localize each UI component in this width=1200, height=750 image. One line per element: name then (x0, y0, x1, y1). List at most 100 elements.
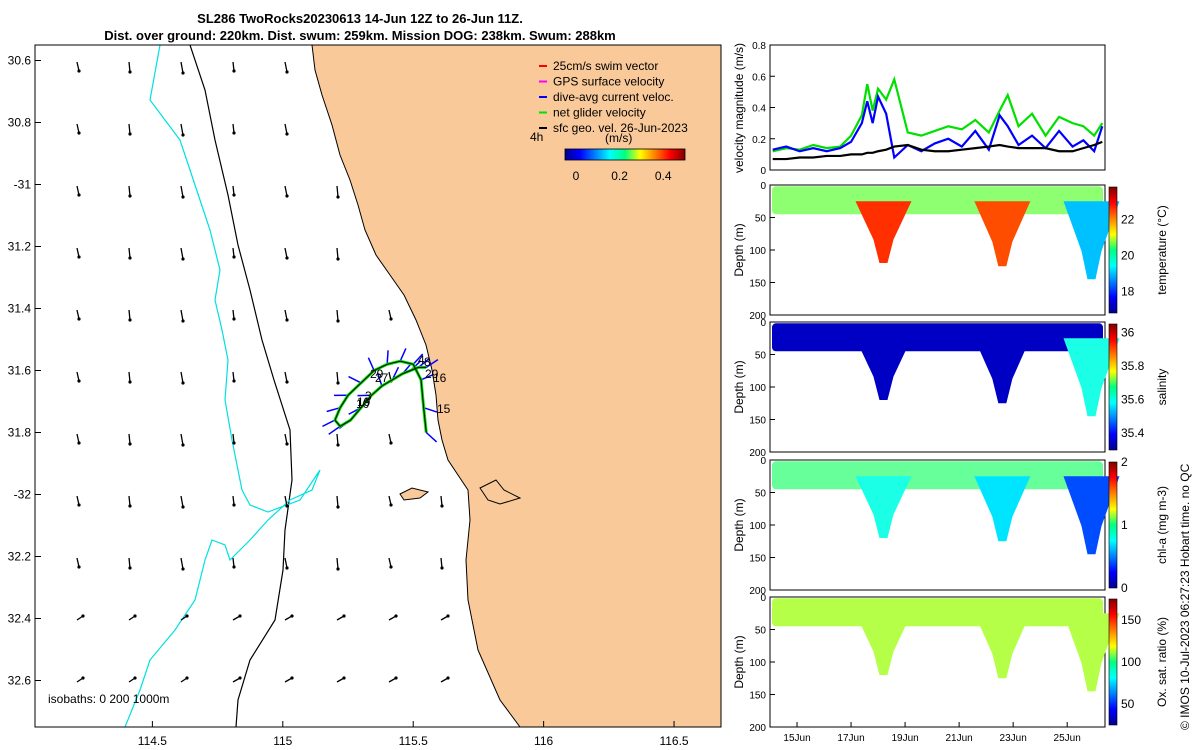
geo-arrow-head (77, 69, 81, 73)
geo-arrow-head (77, 503, 81, 507)
section-surface-band (772, 461, 1103, 490)
velocity-ytick-label: 0.2 (752, 135, 766, 146)
colorbar-tick-label: 0.2 (611, 169, 628, 183)
depth-tick-label: 200 (749, 448, 766, 459)
geo-arrow-head (181, 195, 185, 199)
date-tick-label: 23Jun (1000, 733, 1027, 744)
depth-axis-label: Depth (m) (732, 635, 746, 688)
geo-arrow (440, 495, 443, 507)
geo-arrow-head (128, 256, 132, 260)
map-ytick-label: 31.6 (8, 364, 32, 378)
depth-tick-label: 200 (749, 723, 766, 734)
section-dive-profile (1063, 338, 1120, 417)
geo-arrow (128, 309, 131, 321)
isobath-200 (189, 45, 293, 727)
geo-arrow (180, 309, 184, 322)
geo-arrow (284, 309, 288, 321)
geo-arrow (180, 371, 184, 384)
track-day-label: 20 (425, 367, 439, 381)
depth-tick-label: 0 (760, 593, 766, 604)
dive-avg-vector (367, 357, 375, 371)
geo-arrow-head (232, 503, 236, 507)
geo-arrow-head (232, 255, 236, 259)
colorbar-tick-label: 0 (573, 169, 580, 183)
geo-arrow (336, 433, 339, 446)
dive-avg-vector (399, 348, 407, 362)
geo-arrow-head (394, 614, 398, 618)
geo-arrow (440, 557, 443, 569)
geo-arrow-head (446, 676, 450, 680)
map-ytick-label: 31.8 (8, 426, 32, 440)
colorbar-tick-label: 35.8 (1121, 359, 1145, 373)
colorbar-tick-label: 18 (1121, 284, 1135, 298)
section-dive-profile (1063, 476, 1120, 555)
depth-tick-label: 150 (749, 554, 766, 565)
date-tick-label: 19Jun (891, 733, 918, 744)
glider-track-line (334, 360, 427, 433)
legend-entry: net glider velocity (553, 106, 646, 120)
geo-arrow-head (285, 504, 289, 508)
geo-arrow-head (285, 194, 289, 198)
geo-arrow-head (290, 676, 294, 680)
speed-colorbar (564, 148, 686, 161)
dive-avg-vector (348, 375, 362, 384)
colorbar-axis-label: chl-a (mg m-3) (1155, 486, 1169, 564)
depth-axis-label: Depth (m) (732, 360, 746, 413)
colorbar-tick-label: 50 (1121, 697, 1135, 711)
geo-arrow-head (285, 566, 289, 570)
geo-arrow-head (336, 381, 340, 385)
garden-island (399, 487, 430, 501)
geo-arrow (128, 495, 131, 507)
colorbar-tick-label: 2 (1121, 455, 1128, 469)
depth-tick-label: 50 (755, 351, 767, 362)
map-ytick-label: -31 (14, 178, 32, 192)
depth-tick-label: 0 (760, 456, 766, 467)
legend-entry: dive-avg current veloc. (553, 90, 674, 104)
colorbar-tick-label: 1 (1121, 518, 1128, 532)
geo-arrow-head (181, 505, 185, 509)
section-colorbar (1108, 598, 1118, 726)
geo-arrow-head (181, 257, 185, 261)
map-title-line1: SL286 TwoRocks20230613 14-Jun 12Z to 26-… (197, 11, 523, 26)
geo-arrow-head (342, 614, 346, 618)
track-day-label: 15 (437, 402, 451, 416)
dive-avg-vector (425, 431, 438, 443)
geo-arrow-head (232, 317, 236, 321)
colorbar-tick-label: 35.4 (1121, 426, 1145, 440)
geo-arrow (180, 433, 184, 446)
geo-arrow (284, 371, 288, 383)
geo-arrow-head (336, 257, 340, 261)
geo-arrow-head (232, 441, 236, 445)
velocity-series-line (772, 140, 1103, 161)
geo-arrow-head (232, 131, 236, 135)
geo-arrow-head (389, 565, 393, 569)
geo-arrow-head (389, 317, 393, 321)
map-legend: 25cm/s swim vector GPS surface velocitydi… (539, 59, 688, 135)
map-ytick-label: 32.2 (8, 550, 32, 564)
velocity-series-line (772, 93, 1104, 160)
geo-arrow-head (232, 193, 236, 197)
geo-arrow-head (77, 193, 81, 197)
geo-arrow-head (128, 132, 132, 136)
section-dive-profile (855, 613, 912, 675)
geo-arrow-head (77, 317, 81, 321)
geo-arrow (336, 371, 339, 384)
geo-arrow-head (342, 676, 346, 680)
track-day-label: 3 (365, 389, 372, 403)
geo-arrow-head (77, 565, 81, 569)
geo-arrow-head (81, 614, 85, 618)
geo-arrow (284, 185, 288, 197)
geo-arrow-head (440, 504, 444, 508)
vector-scale-label: 4h (530, 130, 543, 144)
geo-arrow-head (285, 318, 289, 322)
geo-velocity-arrows (76, 61, 450, 683)
map-ytick-label: 31.2 (8, 240, 32, 254)
geo-arrow-head (238, 614, 242, 618)
map-ytick-label: 31.4 (8, 302, 32, 316)
geo-arrow (336, 495, 339, 508)
track-day-label: 27 (375, 371, 389, 385)
velocity-axis-label: velocity magnitude (m/s) (732, 43, 746, 173)
depth-tick-label: 100 (749, 658, 766, 669)
date-tick-label: 21Jun (945, 733, 972, 744)
